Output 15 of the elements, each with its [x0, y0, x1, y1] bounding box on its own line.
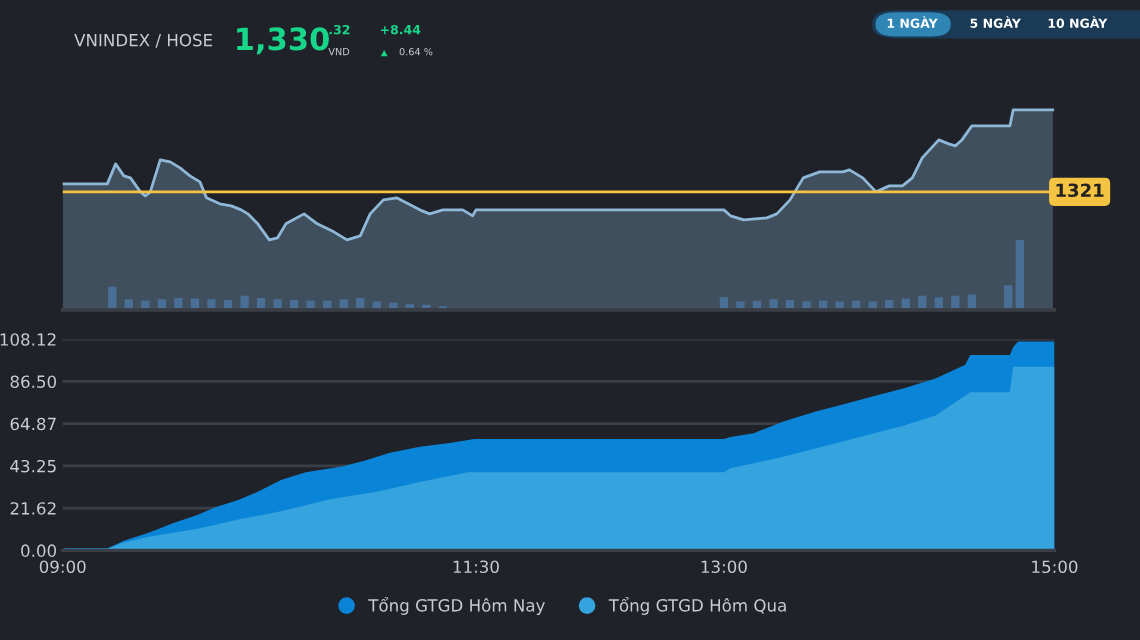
x-tick-label: 11:30 [453, 560, 499, 574]
y-tick-label: 64.87 [10, 417, 56, 431]
text: 1321 [1056, 183, 1104, 198]
y-tick-label: 43.25 [10, 459, 56, 473]
x-tick-label: 13:00 [701, 560, 747, 574]
y-tick-label: 108.12 [0, 333, 56, 346]
text: VNINDEX / HOSE [74, 33, 213, 48]
x-tick-label: 15:00 [1032, 560, 1078, 574]
legend-label: Tổng GTGD Hôm Nay [368, 597, 545, 615]
legend-label: Tổng GTGD Hôm Qua [608, 597, 786, 615]
y-tick-label: 21.62 [10, 502, 56, 515]
x-tick-label: 09:00 [39, 560, 86, 574]
y-tick-label: 0.00 [21, 544, 57, 557]
text: 1,330 [237, 27, 329, 55]
y-tick-label: 86.50 [10, 375, 57, 388]
